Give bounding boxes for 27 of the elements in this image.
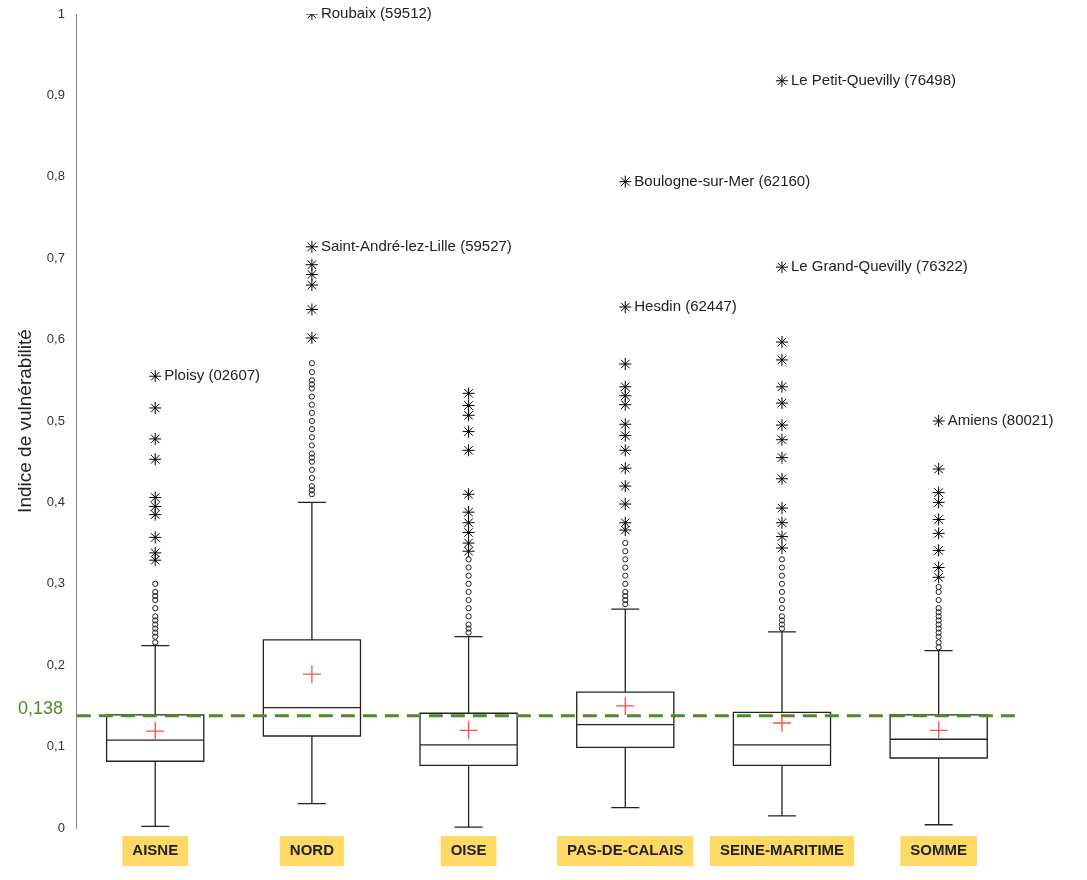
y-tick-label: 0,9 — [46, 86, 65, 102]
x-tick-label: SEINE-MARITIME — [719, 841, 845, 859]
y-tick-label: 0,3 — [46, 575, 65, 591]
y-tick-label: 0,2 — [46, 656, 65, 672]
x-tick-label: PAS-DE-CALAIS — [567, 841, 684, 859]
y-tick-label: 1 — [57, 5, 65, 21]
x-tick-label: SOMME — [910, 841, 967, 859]
annotation: Amiens (80021) — [947, 411, 1054, 429]
annotation: Roubaix (59512) — [320, 4, 432, 22]
y-tick-label: 0,8 — [46, 168, 65, 184]
x-tick-label: AISNE — [132, 841, 179, 859]
x-tick-label: OISE — [450, 841, 487, 859]
y-tick-label: 0 — [57, 819, 65, 835]
annotation: Hesdin (62447) — [634, 297, 737, 315]
y-tick-label: 0,5 — [46, 412, 65, 428]
y-tick-label: 0,4 — [46, 493, 65, 509]
annotation: Saint-André-lez-Lille (59527) — [320, 236, 512, 254]
y-tick-label: 0,1 — [46, 738, 65, 754]
x-tick-label: NORD — [289, 841, 335, 859]
annotation: Le Petit-Quevilly (76498) — [790, 70, 957, 88]
annotation: Le Grand-Quevilly (76322) — [790, 257, 968, 275]
annotation: Boulogne-sur-Mer (62160) — [634, 171, 811, 189]
y-tick-label: 0,6 — [46, 331, 65, 347]
y-tick-label: 0,7 — [46, 249, 65, 265]
y-axis-title: Indice de vulnérabilité — [13, 329, 35, 513]
annotation: Ploisy (02607) — [164, 366, 261, 384]
ref-line-label: 0,138 — [18, 697, 64, 718]
